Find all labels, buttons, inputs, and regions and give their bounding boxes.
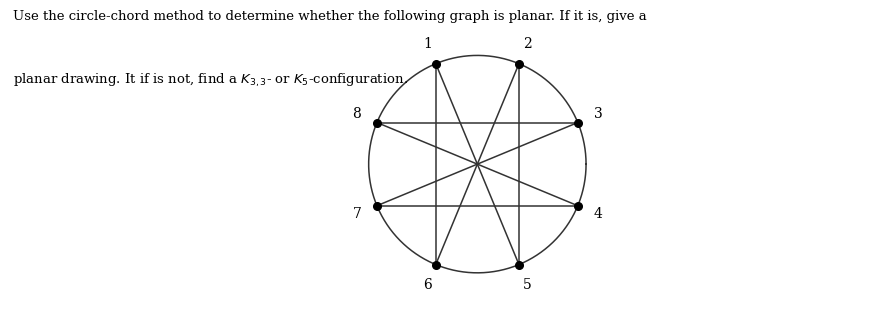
Text: 4: 4 bbox=[593, 207, 602, 221]
Text: planar drawing. It if is not, find a $K_{3,3}$- or $K_5$-configuration.: planar drawing. It if is not, find a $K_… bbox=[13, 72, 408, 89]
Text: 1: 1 bbox=[423, 37, 432, 51]
Text: 3: 3 bbox=[593, 107, 602, 121]
Text: 2: 2 bbox=[523, 37, 531, 51]
Text: Use the circle-chord method to determine whether the following graph is planar. : Use the circle-chord method to determine… bbox=[13, 10, 647, 23]
Text: 8: 8 bbox=[353, 107, 362, 121]
Text: 7: 7 bbox=[353, 207, 362, 221]
Text: 5: 5 bbox=[523, 278, 531, 292]
Text: 6: 6 bbox=[423, 278, 431, 292]
